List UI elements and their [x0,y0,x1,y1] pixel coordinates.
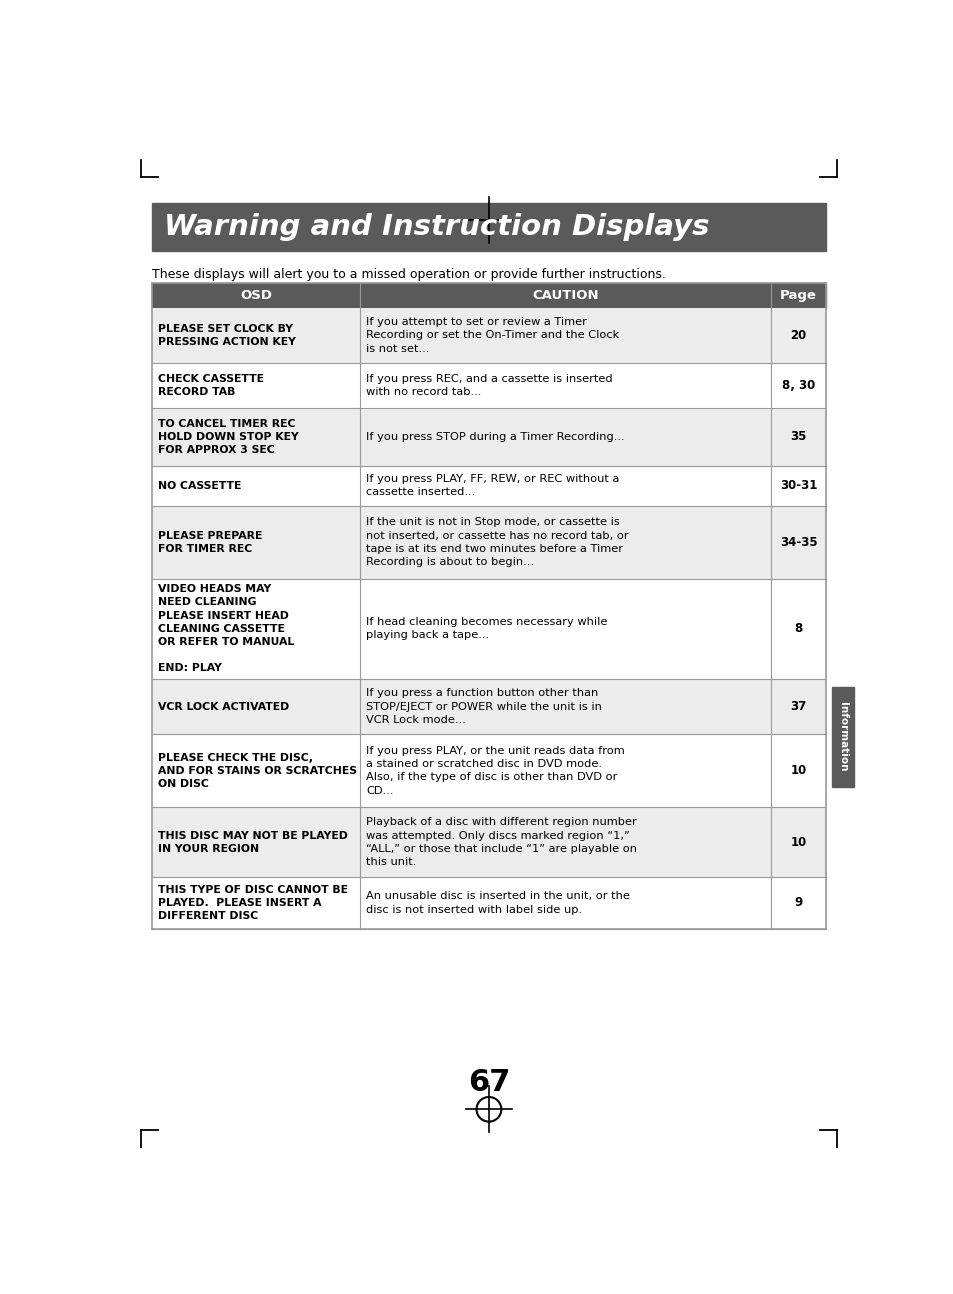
Bar [152,308,825,364]
Bar [627,207,650,233]
Bar [192,207,208,233]
Text: Page: Page [780,289,816,302]
Text: If head cleaning becomes necessary while
playing back a tape...: If head cleaning becomes necessary while… [366,617,607,641]
Text: 34-35: 34-35 [779,536,817,549]
Text: THIS TYPE OF DISC CANNOT BE
PLAYED.  PLEASE INSERT A
DIFFERENT DISC: THIS TYPE OF DISC CANNOT BE PLAYED. PLEA… [158,885,348,921]
Bar [721,207,745,233]
Bar [152,578,825,679]
Text: NO CASSETTE: NO CASSETTE [158,480,241,490]
Text: CAUTION: CAUTION [532,289,598,302]
Text: 9: 9 [794,897,801,910]
Text: If you press PLAY, FF, REW, or REC without a
cassette inserted...: If you press PLAY, FF, REW, or REC witho… [366,474,619,497]
Text: OSD: OSD [240,289,272,302]
Bar [152,203,825,251]
Text: THIS DISC MAY NOT BE PLAYED
IN YOUR REGION: THIS DISC MAY NOT BE PLAYED IN YOUR REGI… [158,831,348,854]
Text: 67: 67 [467,1068,510,1097]
Bar [152,466,825,506]
Bar [152,679,825,734]
Text: If you press a function button other than
STOP/EJECT or POWER while the unit is : If you press a function button other tha… [366,688,601,725]
Text: Warning and Instruction Displays: Warning and Instruction Displays [164,214,709,241]
Text: If you press REC, and a cassette is inserted
with no record tab...: If you press REC, and a cassette is inse… [366,374,613,397]
Bar [152,364,825,408]
Text: VCR LOCK ACTIVATED: VCR LOCK ACTIVATED [158,701,289,712]
Bar [650,207,674,233]
Bar [307,207,324,233]
Text: 8: 8 [794,622,801,635]
Text: 10: 10 [790,765,806,778]
Bar [225,207,241,233]
Bar [152,734,825,807]
Bar [152,283,825,308]
Bar [745,207,768,233]
Text: Playback of a disc with different region number
was attempted. Only discs marked: Playback of a disc with different region… [366,818,637,867]
Text: An unusable disc is inserted in the unit, or the
disc is not inserted with label: An unusable disc is inserted in the unit… [366,892,630,915]
Bar [340,207,356,233]
Bar [603,207,627,233]
Text: 10: 10 [790,836,806,849]
Bar [152,506,825,578]
Bar [698,207,721,233]
Bar [257,207,274,233]
Text: 35: 35 [789,430,806,444]
Bar [792,207,816,233]
Bar [831,687,853,787]
Text: If you press PLAY, or the unit reads data from
a stained or scratched disc in DV: If you press PLAY, or the unit reads dat… [366,747,624,796]
Text: If you attempt to set or review a Timer
Recording or set the On-Timer and the Cl: If you attempt to set or review a Timer … [366,317,619,353]
Bar [241,207,257,233]
Text: These displays will alert you to a missed operation or provide further instructi: These displays will alert you to a misse… [152,268,665,281]
Text: 20: 20 [790,329,806,342]
Text: PLEASE PREPARE
FOR TIMER REC: PLEASE PREPARE FOR TIMER REC [158,531,262,554]
Bar [208,207,225,233]
Bar [152,877,825,929]
Text: VIDEO HEADS MAY
NEED CLEANING
PLEASE INSERT HEAD
CLEANING CASSETTE
OR REFER TO M: VIDEO HEADS MAY NEED CLEANING PLEASE INS… [158,584,294,673]
Text: TO CANCEL TIMER REC
HOLD DOWN STOP KEY
FOR APPROX 3 SEC: TO CANCEL TIMER REC HOLD DOWN STOP KEY F… [158,418,298,455]
Bar [674,207,698,233]
Bar [768,207,792,233]
Bar [174,207,192,233]
Text: PLEASE SET CLOCK BY
PRESSING ACTION KEY: PLEASE SET CLOCK BY PRESSING ACTION KEY [158,324,295,347]
Text: If you press STOP during a Timer Recording...: If you press STOP during a Timer Recordi… [366,432,624,441]
Text: Information: Information [838,703,847,771]
Bar [152,807,825,877]
Text: CHECK CASSETTE
RECORD TAB: CHECK CASSETTE RECORD TAB [158,374,264,397]
Bar [152,408,825,466]
Text: PLEASE CHECK THE DISC,
AND FOR STAINS OR SCRATCHES
ON DISC: PLEASE CHECK THE DISC, AND FOR STAINS OR… [158,753,356,789]
Text: If the unit is not in Stop mode, or cassette is
not inserted, or cassette has no: If the unit is not in Stop mode, or cass… [366,518,628,567]
Bar [291,207,307,233]
Bar [274,207,291,233]
Bar [324,207,340,233]
Text: 37: 37 [790,700,806,713]
Text: 30-31: 30-31 [779,479,817,492]
Text: 8, 30: 8, 30 [781,379,814,392]
